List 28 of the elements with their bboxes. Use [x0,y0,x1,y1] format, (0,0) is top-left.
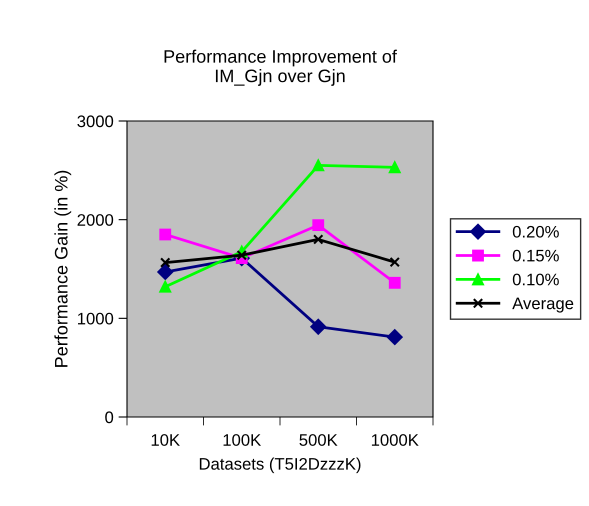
legend-label: 0.10% [512,274,559,286]
x-axis-title: Datasets (T5I2DzzzK) [200,458,360,474]
y-tick-label: 2000 [78,214,114,226]
legend-label: 0.20% [512,226,559,238]
point [313,234,324,245]
legend-label: Average [512,298,574,313]
point [312,219,324,231]
y-tick-label: 3000 [77,115,114,128]
x-tick-label: 100K [224,434,262,446]
point [236,250,247,260]
y-tick-label: 1000 [78,312,114,325]
point [388,276,401,289]
y-axis-title: Performance Gain (in %) [54,170,72,367]
point [386,329,403,345]
x-tick-label: 1000K [372,434,419,446]
point [388,161,401,174]
chart-title: Performance Improvement of IM_Gjn over Gjn [164,50,397,86]
x-tick-label: 10K [152,434,180,446]
point [390,256,400,268]
x-tick-label: 500K [299,434,338,446]
y-tick-label: 0 [105,411,114,424]
point [159,280,172,293]
legend-label: 0.15% [512,250,559,262]
point [312,159,324,172]
point [310,318,326,335]
point [157,264,174,280]
point [159,228,172,240]
point [160,257,170,268]
